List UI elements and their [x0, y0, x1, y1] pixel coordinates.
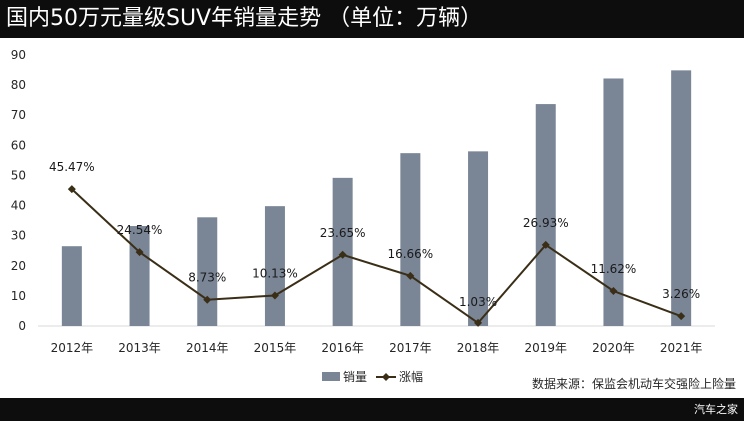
chart-title: 国内50万元量级SUV年销量走势 （单位：万辆）: [6, 6, 483, 31]
legend-bar-label: 销量: [343, 370, 367, 384]
growth-line: [71, 188, 682, 325]
growth-point: [338, 250, 347, 259]
bar: [129, 226, 150, 326]
bar: [671, 70, 692, 327]
x-tick-label: 2016年: [321, 341, 364, 355]
y-tick-label: 0: [18, 319, 26, 333]
growth-point: [135, 248, 144, 257]
x-tick-label: 2020年: [592, 341, 635, 355]
bar: [603, 78, 624, 326]
growth-point: [203, 295, 212, 304]
legend-bar-swatch: [322, 372, 340, 381]
growth-point: [677, 312, 686, 321]
y-tick-label: 40: [11, 199, 26, 213]
y-tick-label: 60: [11, 138, 26, 152]
bar: [468, 151, 489, 326]
watermark-text: 汽车之家: [694, 403, 738, 416]
y-tick-label: 30: [11, 229, 26, 243]
x-tick-label: 2012年: [51, 341, 94, 355]
data-label: 45.47%: [49, 160, 95, 174]
data-label: 23.65%: [320, 226, 366, 240]
growth-point: [406, 271, 415, 280]
growth-point: [609, 287, 618, 296]
legend-line-marker: [382, 373, 390, 381]
growth-point: [541, 240, 550, 249]
x-tick-label: 2017年: [389, 341, 432, 355]
bottom-bar: 汽车之家: [0, 398, 744, 421]
bar: [400, 153, 421, 326]
x-tick-label: 2018年: [457, 341, 500, 355]
y-tick-label: 90: [11, 48, 26, 62]
x-tick-label: 2021年: [660, 341, 703, 355]
data-label: 1.03%: [459, 295, 497, 309]
growth-point: [67, 185, 76, 194]
y-tick-label: 10: [11, 289, 26, 303]
bar: [535, 104, 556, 326]
bar: [61, 246, 82, 326]
growth-point: [270, 291, 279, 300]
y-tick-label: 20: [11, 259, 26, 273]
data-label: 11.62%: [591, 262, 637, 276]
title-bar: 国内50万元量级SUV年销量走势 （单位：万辆）: [0, 0, 744, 38]
y-tick-label: 80: [11, 78, 26, 92]
source-note: 数据来源：保监会机动车交强险上险量: [532, 376, 736, 391]
y-tick-label: 70: [11, 108, 26, 122]
y-tick-label: 50: [11, 168, 26, 182]
x-tick-label: 2014年: [186, 341, 229, 355]
x-tick-label: 2013年: [118, 341, 161, 355]
growth-point: [474, 318, 483, 327]
data-label: 3.26%: [662, 287, 700, 301]
data-label: 26.93%: [523, 216, 569, 230]
data-label: 10.13%: [252, 266, 298, 280]
legend-line-label: 涨幅: [399, 369, 423, 384]
data-label: 24.54%: [117, 223, 163, 237]
x-tick-label: 2015年: [254, 341, 297, 355]
data-label: 16.66%: [387, 247, 433, 261]
data-label: 8.73%: [188, 271, 226, 285]
x-tick-label: 2019年: [524, 341, 567, 355]
